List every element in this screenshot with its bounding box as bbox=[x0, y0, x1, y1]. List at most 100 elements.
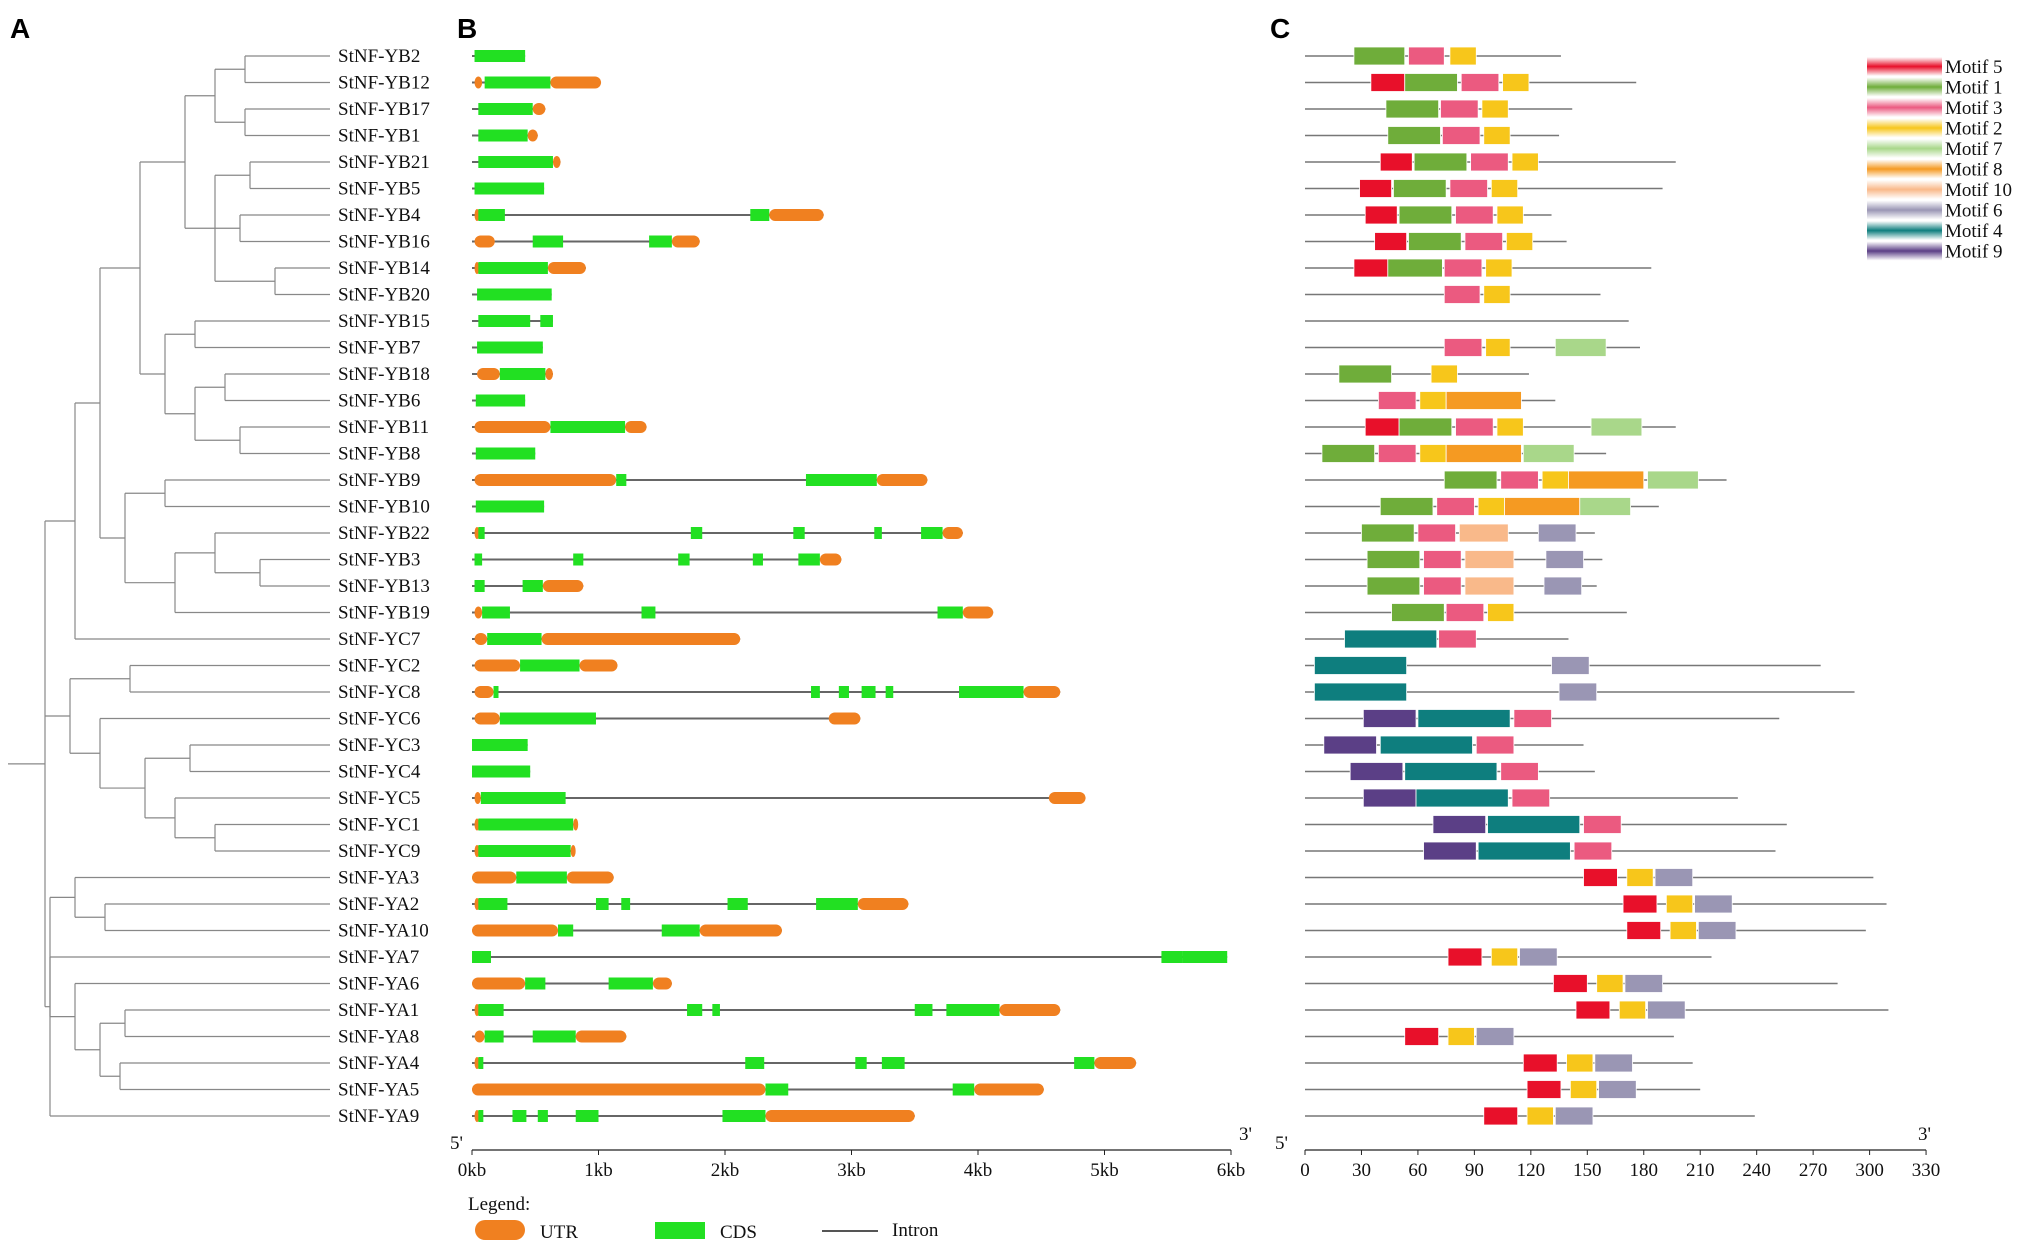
utr-segment bbox=[819, 553, 842, 566]
cds-segment bbox=[745, 1057, 765, 1069]
motif-legend-swatch bbox=[1867, 221, 1942, 240]
cds-segment bbox=[798, 553, 820, 566]
motif-2-box bbox=[1490, 179, 1519, 198]
cds-segment bbox=[480, 792, 566, 804]
gene-label: StNF-YA2 bbox=[338, 894, 419, 915]
axis-tick-label: 180 bbox=[1630, 1160, 1659, 1181]
cds-segment bbox=[885, 686, 894, 698]
cds-segment bbox=[487, 633, 542, 645]
cds-segment bbox=[472, 951, 491, 963]
motif-9-box bbox=[1362, 709, 1417, 728]
motif-2-box bbox=[1569, 1080, 1598, 1099]
utr-segment bbox=[545, 368, 553, 380]
motif-1-box bbox=[1408, 232, 1462, 251]
utr-segment bbox=[474, 686, 494, 698]
motif-10-box bbox=[1458, 523, 1509, 543]
motif-5-box bbox=[1622, 894, 1658, 914]
gene-label: StNF-YB18 bbox=[338, 364, 430, 385]
gene-label: StNF-YB4 bbox=[338, 205, 421, 226]
motif-5-box bbox=[1364, 417, 1400, 437]
motif-3-box bbox=[1573, 841, 1613, 861]
motif-2-box bbox=[1669, 921, 1697, 940]
cds-segment bbox=[478, 129, 528, 142]
cds-segment bbox=[874, 527, 882, 539]
motif-2-box bbox=[1526, 1106, 1554, 1126]
gene-label: StNF-YC1 bbox=[338, 815, 420, 836]
motif-2-box bbox=[1419, 444, 1447, 463]
motif-5-box bbox=[1370, 73, 1406, 92]
motif-8-box bbox=[1504, 497, 1581, 516]
utr-segment bbox=[857, 898, 909, 910]
cds-segment bbox=[532, 235, 564, 248]
motif-7-box bbox=[1590, 417, 1643, 437]
gene-label: StNF-YB16 bbox=[338, 232, 430, 253]
cds-segment bbox=[690, 527, 703, 539]
motif-3-box bbox=[1460, 73, 1500, 92]
motif-2-box bbox=[1483, 126, 1511, 145]
cds-segment bbox=[478, 156, 553, 168]
motif-7-box bbox=[1554, 338, 1607, 357]
motif-1-box bbox=[1398, 417, 1453, 437]
motif-1-box bbox=[1366, 576, 1421, 596]
motif-6-box bbox=[1654, 868, 1694, 887]
motif-2-box bbox=[1485, 338, 1511, 357]
motif-4-box bbox=[1344, 629, 1438, 649]
utr-legend-swatch bbox=[475, 1220, 525, 1240]
legend-title: Legend: bbox=[468, 1194, 530, 1215]
gene-label: StNF-YB19 bbox=[338, 603, 430, 624]
motif-3-box bbox=[1511, 788, 1551, 808]
cds-segment bbox=[478, 898, 508, 910]
utr-segment bbox=[547, 262, 586, 274]
gene-label: StNF-YB6 bbox=[338, 391, 420, 412]
motif-3-box bbox=[1417, 523, 1456, 543]
gene-label: StNF-YA9 bbox=[338, 1106, 419, 1127]
motif-10-box bbox=[1464, 550, 1515, 569]
gene-structure-legend: Legend: UTR CDS Intron bbox=[468, 1194, 939, 1243]
motif-5-box bbox=[1359, 179, 1392, 198]
gene-label: StNF-YB1 bbox=[338, 126, 420, 147]
utr-segment bbox=[769, 209, 824, 221]
cds-segment bbox=[616, 474, 627, 486]
motif-3-box bbox=[1443, 258, 1483, 278]
motif-2-box bbox=[1541, 470, 1569, 490]
motif-1-box bbox=[1398, 205, 1453, 225]
motif-2-box bbox=[1618, 1000, 1647, 1020]
motif-3-box bbox=[1445, 603, 1485, 622]
motif-4-box bbox=[1487, 815, 1581, 834]
motif-5-box bbox=[1374, 232, 1408, 251]
cds-segment bbox=[478, 527, 485, 539]
gene-label: StNF-YC2 bbox=[338, 656, 420, 677]
gene-label: StNF-YB3 bbox=[338, 550, 420, 571]
panel-label-a: A bbox=[10, 13, 30, 44]
cds-segment bbox=[805, 474, 877, 486]
utr-segment bbox=[1048, 792, 1086, 804]
five-prime-label: 5' bbox=[450, 1133, 463, 1154]
panel-label-b: B bbox=[457, 13, 477, 44]
motif-2-box bbox=[1566, 1053, 1594, 1073]
motif-6-box bbox=[1475, 1027, 1515, 1046]
cds-segment bbox=[478, 315, 531, 327]
gene-label: StNF-YB9 bbox=[338, 470, 420, 491]
cds-segment bbox=[595, 898, 609, 910]
motif-5-box bbox=[1379, 152, 1413, 172]
motif-legend-swatch bbox=[1867, 77, 1942, 97]
motif-legend-label: Motif 2 bbox=[1945, 119, 2003, 140]
motif-legend-swatch bbox=[1867, 180, 1942, 199]
motif-5-box bbox=[1583, 868, 1618, 887]
cds-segment bbox=[512, 1110, 527, 1122]
gene-label: StNF-YA1 bbox=[338, 1000, 419, 1021]
three-prime-label: 3' bbox=[1239, 1124, 1252, 1145]
cds-segment bbox=[540, 315, 553, 327]
utr-segment bbox=[474, 898, 480, 910]
motif-3-box bbox=[1441, 126, 1481, 145]
axis-tick-label: 90 bbox=[1465, 1160, 1484, 1181]
motif-3-box bbox=[1455, 205, 1494, 225]
motif-8-box bbox=[1445, 444, 1522, 463]
motif-legend-label: Motif 5 bbox=[1945, 57, 2003, 78]
motif-4-box bbox=[1417, 709, 1511, 728]
gene-label: StNF-YB10 bbox=[338, 497, 430, 518]
motif-6-box bbox=[1594, 1053, 1633, 1073]
motif-legend-swatch bbox=[1867, 118, 1942, 138]
motif-1-box bbox=[1321, 444, 1376, 463]
